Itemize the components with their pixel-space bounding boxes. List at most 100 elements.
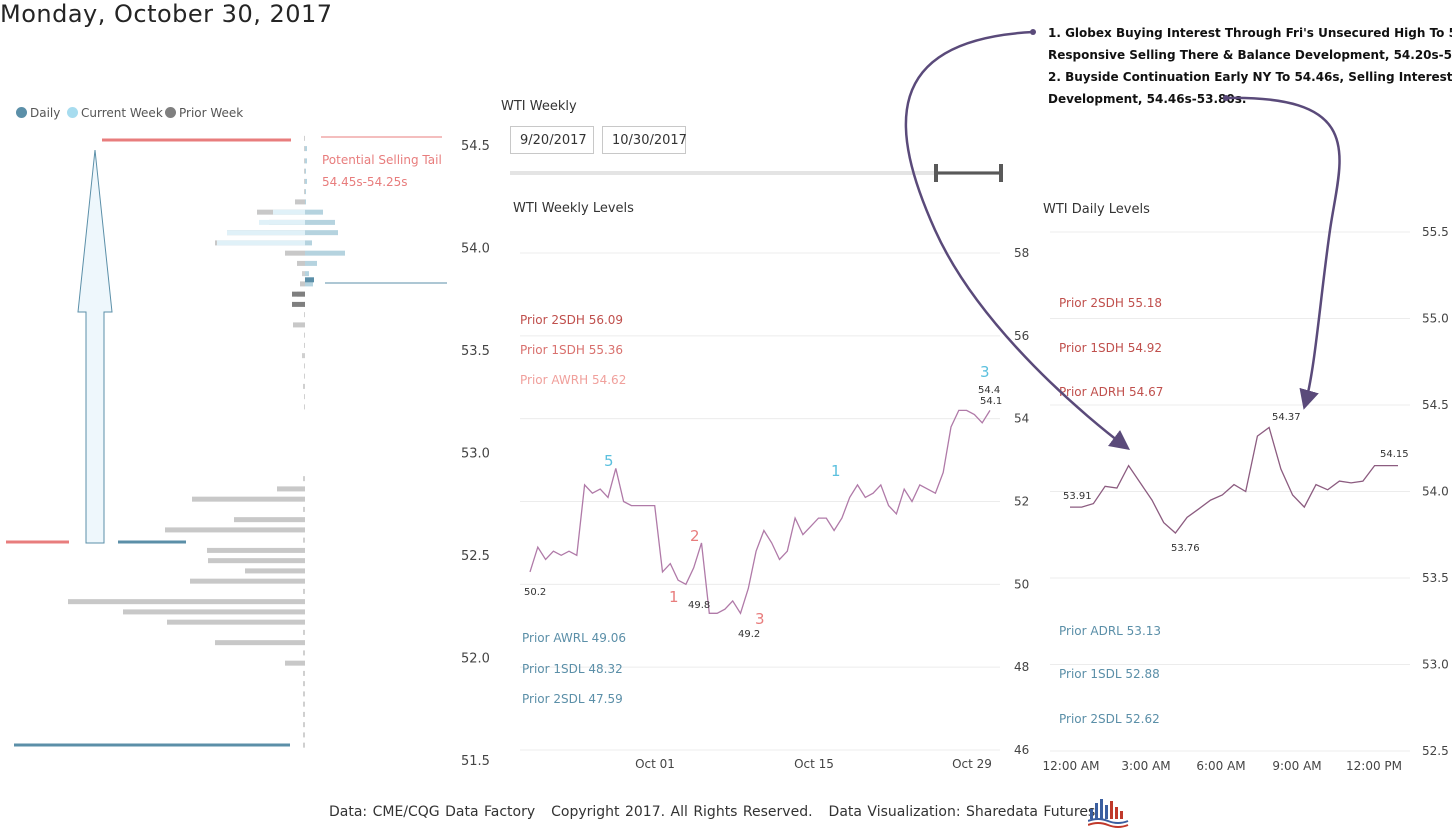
daily-point-label: 53.91 (1063, 491, 1092, 502)
profile-current-week-bar (305, 199, 306, 205)
weekly-level-label: Prior 2SDH 56.09 (520, 313, 623, 327)
footer: Data: CME/CQG Data Factory Copyright 2017… (329, 804, 1111, 820)
profile-current-week-bar (305, 219, 335, 225)
weekly-wave-label: 3 (755, 610, 765, 628)
weekly-point-label: 49.8 (688, 600, 710, 611)
profile-prior-week-bar (304, 158, 305, 164)
profile-prior-week-bar (303, 681, 305, 687)
weekly-wave-label: 5 (604, 452, 614, 470)
profile-prior-week-bar (303, 537, 305, 543)
weekly-level-label: Prior AWRL 49.06 (522, 631, 626, 645)
daily-y-tick-label: 55.5 (1422, 225, 1449, 239)
profile-current-week-bar (305, 189, 306, 195)
end-date-input[interactable]: 10/30/2017 (602, 126, 687, 154)
legend-label: Daily (30, 106, 61, 120)
profile-prior-week-bar (300, 281, 305, 287)
profile-prior-week-bar (303, 670, 305, 676)
page-title: Monday, October 30, 2017 (0, 0, 333, 28)
annotation-line-3: 2. Buyside Continuation Early NY To 54.4… (1048, 70, 1452, 84)
profile-prior-week-bar (297, 260, 305, 266)
profile-prior-week-bar (303, 691, 305, 697)
annotation-line-2: Responsive Selling There & Balance Devel… (1048, 48, 1452, 62)
weekly-level-label: Prior 1SDL 48.32 (522, 662, 623, 676)
weekly-x-tick-label: Oct 01 (635, 757, 675, 771)
profile-y-tick-label: 54.0 (461, 242, 490, 257)
daily-level-label: Prior ADRH 54.67 (1059, 385, 1163, 399)
legend-label: Prior Week (179, 106, 244, 120)
profile-prior-week-bar (123, 609, 305, 615)
profile-prior-week-bar (277, 486, 305, 492)
profile-prior-week-bar (304, 135, 305, 141)
slicer-label: WTI Weekly (501, 99, 577, 114)
profile-prior-week-bar (215, 640, 305, 646)
profile-prior-week-bar (303, 711, 305, 717)
profile-prior-week-bar (304, 394, 305, 400)
annotation-line-4: Development, 54.46s-53.80s. (1048, 92, 1247, 106)
profile-prior-week-bar (285, 250, 305, 256)
profile-current-week-bar (217, 240, 305, 246)
profile-prior-week-bar (303, 383, 305, 389)
start-date-input[interactable]: 9/20/2017 (510, 126, 594, 154)
profile-prior-week-bar (285, 660, 305, 666)
annotation-2-arrow (1225, 96, 1341, 410)
daily-x-tick-label: 12:00 PM (1346, 759, 1402, 773)
weekly-wave-label: 2 (690, 527, 700, 545)
profile-y-tick-label: 53.0 (461, 447, 490, 462)
profile-y-tick-label: 52.0 (461, 652, 490, 667)
profile-prior-week-bar (303, 701, 305, 707)
profile-prior-week-bar (192, 496, 305, 502)
weekly-y-tick-label: 50 (1014, 577, 1029, 591)
profile-prior-week-bar (304, 404, 305, 410)
daily-x-tick-label: 12:00 AM (1043, 759, 1100, 773)
profile-prior-week-bar (165, 527, 305, 533)
profile-current-week-bar (305, 250, 345, 256)
daily-y-tick-label: 53.5 (1422, 571, 1449, 585)
weekly-y-tick-label: 48 (1014, 660, 1029, 674)
profile-prior-week-bar (303, 506, 305, 512)
profile-prior-week-bar (304, 146, 305, 152)
daily-y-tick-label: 52.5 (1422, 744, 1449, 758)
weekly-point-label: 54.4 (978, 385, 1000, 396)
daily-y-tick-label: 54.0 (1422, 485, 1449, 499)
profile-current-week-bar (305, 230, 338, 236)
legend-dot-daily-icon (16, 107, 27, 118)
legend-item-current-week[interactable]: Current Week (67, 106, 163, 120)
legend-item-daily[interactable]: Daily (16, 106, 60, 120)
weekly-point-label: 50.2 (524, 587, 546, 598)
profile-prior-week-bar (167, 619, 305, 625)
weekly-point-label: 49.2 (738, 629, 760, 640)
daily-level-label: Prior 2SDH 55.18 (1059, 296, 1162, 310)
profile-prior-week-bar (303, 588, 305, 594)
profile-prior-week-bar (304, 189, 305, 195)
daily-y-tick-label: 53.0 (1422, 658, 1449, 672)
profile-current-week-bar (305, 146, 307, 152)
profile-y-tick-label: 51.5 (461, 754, 490, 769)
profile-current-week-bar (305, 209, 323, 215)
legend-label: Current Week (81, 106, 163, 120)
weekly-level-label: Prior AWRH 54.62 (520, 373, 626, 387)
up-arrow-icon (77, 149, 113, 544)
profile-prior-week-bar (303, 650, 305, 656)
annotation-line-1: 1. Globex Buying Interest Through Fri's … (1048, 26, 1452, 40)
profile-prior-week-bar (207, 547, 305, 553)
daily-x-tick-label: 6:00 AM (1196, 759, 1245, 773)
profile-current-week-bar (305, 240, 312, 246)
weekly-level-label: Prior 2SDL 47.59 (522, 692, 623, 706)
daily-y-tick-label: 54.5 (1422, 398, 1449, 412)
profile-prior-week-bar (304, 363, 305, 369)
selling-tail-callout: Potential Selling Tail (322, 153, 442, 167)
daily-x-tick-label: 3:00 AM (1121, 759, 1170, 773)
daily-level-label: Prior ADRL 53.13 (1059, 624, 1161, 638)
profile-y-tick-label: 52.5 (461, 549, 490, 564)
footer-source: Data: CME/CQG Data Factory (329, 804, 536, 820)
legend-item-prior-week[interactable]: Prior Week (165, 106, 243, 120)
profile-prior-week-bar (304, 168, 305, 174)
profile-current-week-bar (305, 178, 307, 184)
sharedata-logo-icon (1088, 799, 1129, 828)
profile-prior-week-bar (303, 722, 305, 728)
profile-prior-week-bar (190, 578, 305, 584)
profile-current-week-bar (273, 209, 305, 215)
profile-prior-week-bar (302, 353, 305, 359)
weekly-point-label: 54.1 (980, 396, 1002, 407)
